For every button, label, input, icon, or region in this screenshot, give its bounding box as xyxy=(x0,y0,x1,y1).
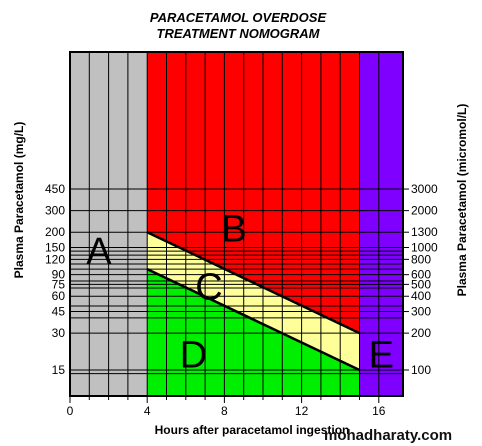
y-tick-label-right: 200 xyxy=(411,326,431,340)
y-tick-label-left: 75 xyxy=(52,277,66,291)
x-tick-label: 16 xyxy=(372,404,386,418)
x-tick-label: 8 xyxy=(221,404,228,418)
zone-e-area xyxy=(359,52,403,396)
zone-label-a: A xyxy=(86,231,112,273)
y-tick-label-left: 300 xyxy=(45,204,65,218)
y-tick-label-right: 500 xyxy=(411,277,431,291)
y-tick-label-left: 45 xyxy=(52,305,66,319)
y-tick-label-left: 150 xyxy=(45,241,65,255)
x-tick-label: 4 xyxy=(144,404,151,418)
x-tick-label: 0 xyxy=(67,404,74,418)
y-axis-label-left: Plasma Paracetamol (mg/L) xyxy=(12,122,26,279)
plot-area: 4503002001501209075604530153000200013001… xyxy=(45,51,438,418)
y-tick-label-left: 120 xyxy=(45,252,65,266)
y-tick-label-right: 800 xyxy=(411,252,431,266)
y-tick-label-right: 1000 xyxy=(411,241,438,255)
y-tick-label-left: 200 xyxy=(45,225,65,239)
y-tick-label-left: 450 xyxy=(45,182,65,196)
watermark: mohadharaty.com xyxy=(324,427,452,444)
zone-label-c: C xyxy=(195,267,222,309)
x-tick-label: 12 xyxy=(295,404,309,418)
y-axis-label-right: Plasma Paracetamol (micromol/L) xyxy=(455,104,469,297)
y-tick-label-left: 15 xyxy=(52,363,66,377)
zone-c-area xyxy=(147,232,360,370)
zone-label-d: D xyxy=(180,335,207,377)
y-tick-label-right: 300 xyxy=(411,305,431,319)
chart-title: PARACETAMOL OVERDOSE TREATMENT NOMOGRAM xyxy=(150,10,327,41)
y-tick-label-right: 2000 xyxy=(411,204,438,218)
y-tick-label-left: 30 xyxy=(52,326,66,340)
zone-label-b: B xyxy=(221,208,246,250)
lower-treatment-line xyxy=(146,267,361,372)
y-tick-label-right: 600 xyxy=(411,268,431,282)
y-tick-label-right: 400 xyxy=(411,289,431,303)
zone-d-area xyxy=(147,269,360,396)
y-tick-label-left: 60 xyxy=(52,289,66,303)
x-axis-label: Hours after paracetamol ingestion xyxy=(155,423,350,437)
zone-label-e: E xyxy=(369,335,394,377)
y-tick-label-right: 1300 xyxy=(411,225,438,239)
upper-treatment-line xyxy=(146,231,361,335)
y-tick-label-right: 3000 xyxy=(411,182,438,196)
plot-frame xyxy=(69,51,404,397)
y-tick-label-right: 100 xyxy=(411,363,431,377)
zone-b-area xyxy=(147,52,360,334)
title-line-2: TREATMENT NOMOGRAM xyxy=(157,26,321,41)
y-tick-label-left: 90 xyxy=(52,268,66,282)
title-line-1: PARACETAMOL OVERDOSE xyxy=(150,10,327,25)
